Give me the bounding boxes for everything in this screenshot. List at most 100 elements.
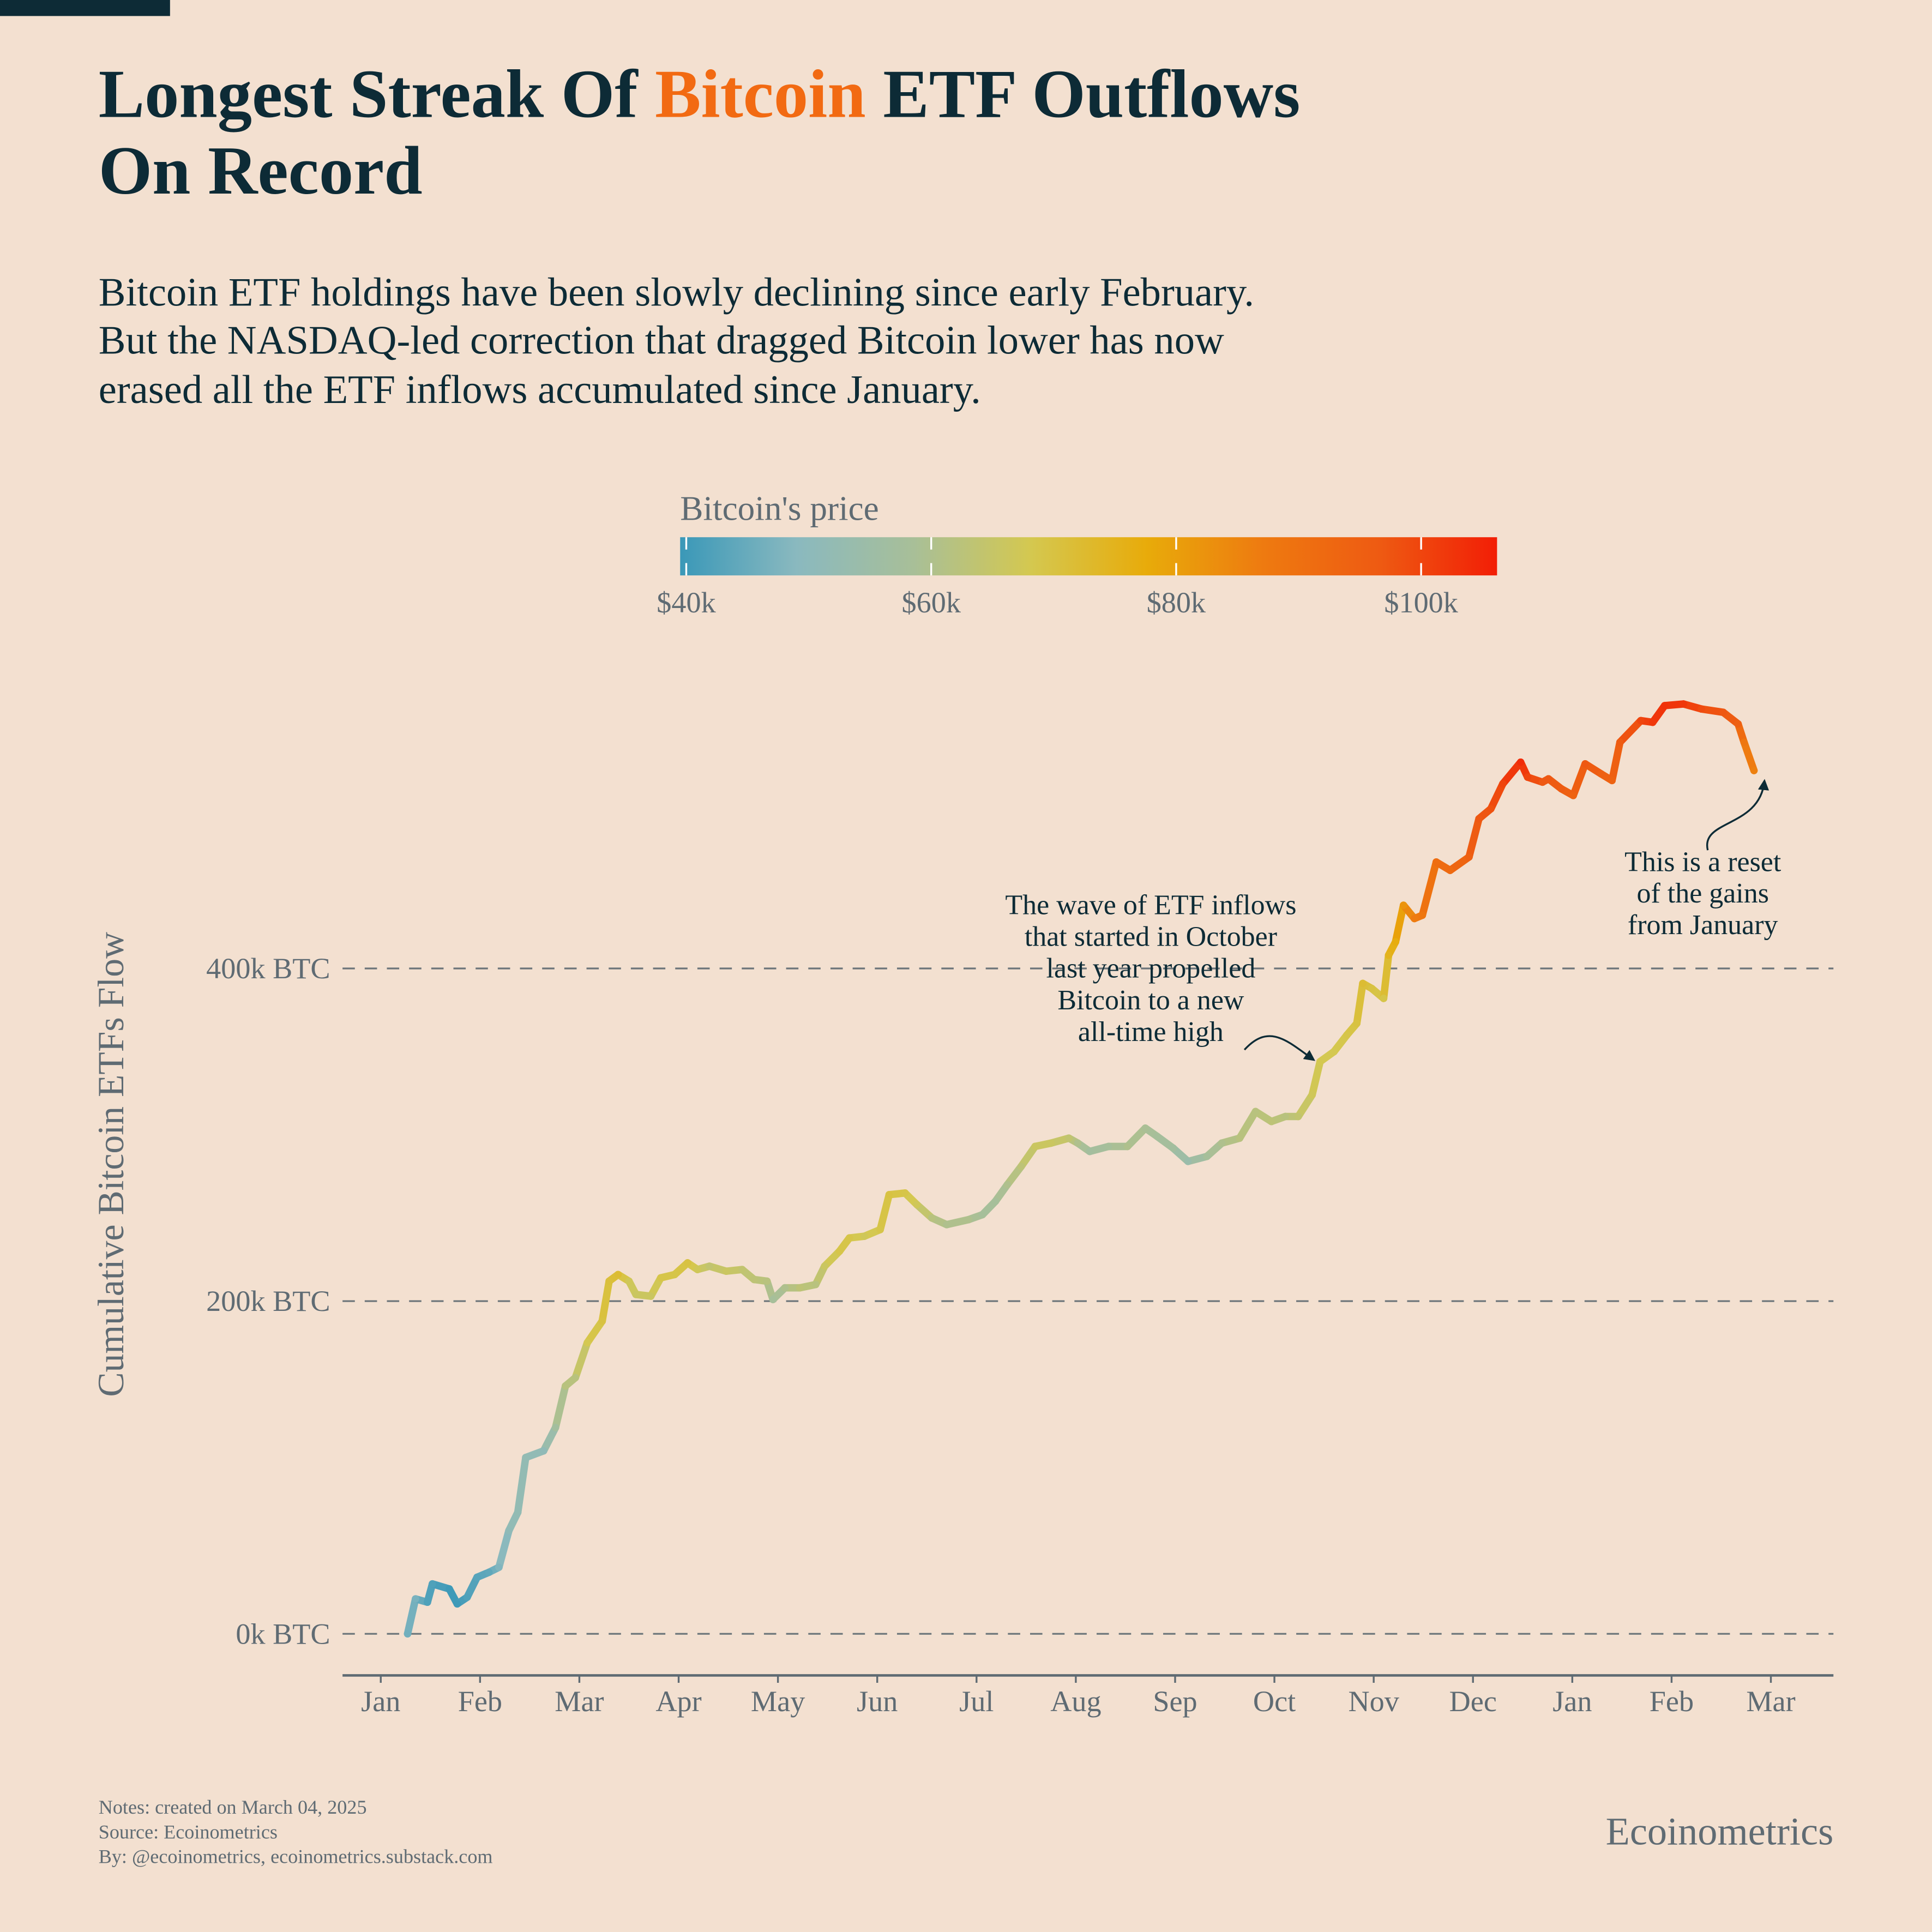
price-point: [769, 1296, 777, 1303]
price-point: [562, 1382, 569, 1390]
price-point: [1524, 773, 1532, 781]
y-tick-label: 0k BTC: [236, 1617, 330, 1650]
price-point: [901, 1189, 909, 1197]
annotation: last year propelled: [1046, 953, 1256, 984]
subtitle: Bitcoin ETF holdings have been slowly de…: [99, 270, 1254, 315]
line-segment: [495, 1527, 513, 1571]
x-tick-label: Mar: [1746, 1685, 1795, 1718]
price-point: [694, 1266, 701, 1273]
price-point: [551, 1424, 559, 1431]
price-point: [505, 1527, 513, 1534]
price-point: [1380, 995, 1388, 1002]
line-segment: [1569, 760, 1589, 799]
price-point: [1465, 853, 1473, 861]
price-point: [1267, 1117, 1275, 1126]
price-point: [738, 1266, 746, 1273]
line-segment: [1608, 738, 1624, 785]
line-segment: [551, 1382, 569, 1431]
line-series: [404, 700, 1758, 1638]
price-point: [446, 1585, 453, 1593]
annotation: This is a reset: [1624, 847, 1781, 878]
x-tick-label: Oct: [1253, 1685, 1296, 1718]
line-segment: [1418, 858, 1440, 919]
x-tick-label: Sep: [1153, 1685, 1197, 1718]
price-point: [1680, 700, 1688, 708]
title-highlight: Bitcoin: [655, 56, 866, 133]
line-segment: [1294, 1091, 1316, 1121]
price-point: [1400, 901, 1407, 909]
price-point: [1637, 717, 1645, 725]
x-tick-label: Feb: [1650, 1685, 1694, 1718]
price-point: [876, 1226, 884, 1233]
price-point: [1359, 979, 1367, 988]
price-point: [796, 1284, 804, 1292]
line-segment: [1487, 780, 1507, 812]
line-segment: [1353, 979, 1367, 1027]
price-point: [965, 1215, 973, 1224]
y-tick-label: 200k BTC: [206, 1285, 330, 1317]
subtitle: erased all the ETF inflows accumulated s…: [99, 368, 981, 412]
price-point: [1750, 767, 1758, 774]
price-point: [1003, 1181, 1012, 1189]
x-tick-label: Jun: [857, 1685, 898, 1718]
price-point: [1616, 738, 1624, 746]
annotation: all-time high: [1078, 1016, 1224, 1048]
line-segment: [540, 1424, 559, 1455]
price-point: [1251, 1108, 1260, 1116]
line-segment: [876, 1191, 893, 1233]
price-point: [1698, 705, 1705, 713]
price-point: [1392, 938, 1399, 946]
price-point: [463, 1593, 471, 1601]
price-point: [540, 1447, 547, 1455]
colorbar-tick-label: $60k: [901, 586, 961, 619]
price-point: [522, 1454, 529, 1461]
annotation: The wave of ETF inflows: [1005, 890, 1296, 921]
line-segment: [598, 1277, 613, 1325]
line-segment: [583, 1317, 606, 1347]
price-point: [1218, 1139, 1226, 1147]
annotation: from January: [1628, 910, 1778, 941]
price-point: [1308, 1091, 1316, 1099]
price-point: [885, 1191, 893, 1199]
price-point: [514, 1508, 522, 1516]
price-point: [1086, 1147, 1094, 1155]
price-point: [684, 1259, 691, 1267]
price-point: [835, 1247, 844, 1255]
price-point: [750, 1275, 758, 1284]
price-point: [1446, 866, 1454, 874]
price-point: [1065, 1134, 1073, 1142]
price-point: [1411, 914, 1418, 923]
price-point: [598, 1317, 606, 1325]
line-segment: [404, 1595, 419, 1638]
chart-title: On Record: [99, 133, 423, 209]
annotation: of the gains: [1636, 878, 1768, 909]
price-point: [1316, 1058, 1324, 1066]
y-axis-label: Cumulative Bitcoin ETFs Flow: [91, 932, 131, 1397]
price-point: [453, 1600, 461, 1608]
price-point: [821, 1262, 828, 1270]
price-point: [913, 1201, 921, 1208]
price-point: [1123, 1142, 1131, 1151]
colorbar-tick-label: $100k: [1384, 586, 1458, 619]
price-point: [495, 1563, 503, 1571]
chart-title: Longest Streak Of Bitcoin ETF Outflows: [99, 56, 1301, 133]
line-segment: [1616, 717, 1645, 746]
line-segment: [514, 1454, 529, 1516]
price-point: [1343, 1031, 1351, 1039]
x-tick-label: Aug: [1050, 1685, 1101, 1718]
price-point: [473, 1573, 481, 1581]
price-point: [1294, 1112, 1302, 1121]
price-point: [412, 1595, 419, 1603]
line-segment: [1446, 853, 1473, 874]
price-point: [1141, 1124, 1149, 1132]
price-point: [1740, 738, 1748, 746]
price-point: [1660, 702, 1669, 709]
line-segment: [571, 1339, 591, 1382]
price-point: [781, 1284, 789, 1292]
price-point: [978, 1211, 986, 1219]
price-point: [1544, 775, 1552, 783]
price-point: [1047, 1139, 1055, 1147]
price-point: [632, 1291, 640, 1298]
note: By: @ecoinometrics, ecoinometrics.substa…: [99, 1845, 493, 1867]
